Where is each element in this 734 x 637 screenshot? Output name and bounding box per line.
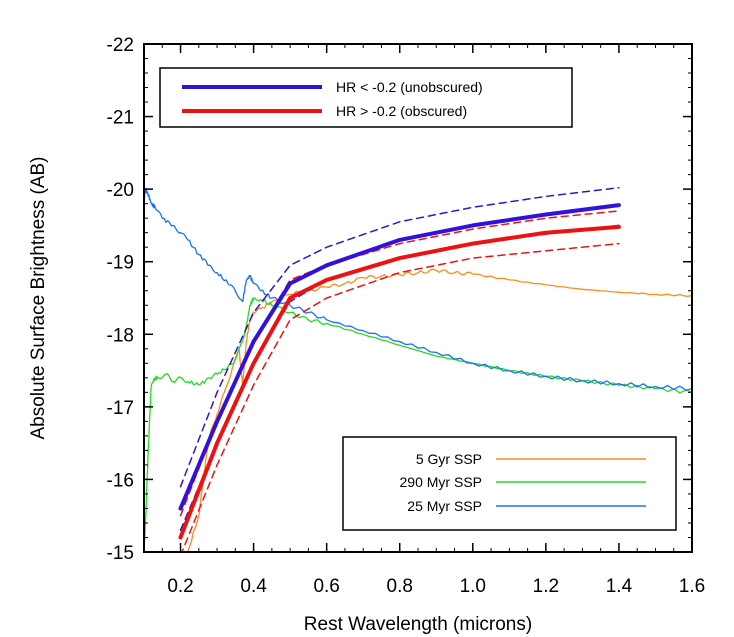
y-tick-label-4: -19 — [107, 253, 134, 274]
y-tick-label-2: -17 — [107, 398, 134, 419]
x-tick-label-7: 1.6 — [679, 576, 705, 597]
x-axis-title: Rest Wavelength (microns) — [304, 614, 532, 635]
legend-label-unobscured: HR < -0.2 (unobscured) — [336, 79, 483, 95]
series-line-2 — [179, 186, 620, 488]
series-line-1 — [178, 224, 621, 540]
series-line-5 — [181, 242, 620, 552]
series-layer — [144, 186, 692, 552]
x-tick-label-4: 1.0 — [460, 576, 486, 597]
x-tick-label-5: 1.2 — [533, 576, 559, 597]
legend-label-5gyr: 5 Gyr SSP — [416, 451, 482, 467]
x-tick-label-2: 0.6 — [313, 576, 339, 597]
x-tick-label-6: 1.4 — [606, 576, 633, 597]
legend-top-left-box — [159, 67, 573, 128]
series-line-8 — [144, 187, 692, 391]
legend-bottom-right: 5 Gyr SSP 290 Myr SSP 25 Myr SSP — [342, 436, 677, 531]
ticks-layer — [143, 43, 693, 553]
series-line-0 — [178, 203, 621, 511]
y-tick-label-1: -16 — [107, 470, 134, 491]
x-tick-label-0: 0.2 — [167, 576, 193, 597]
y-tick-label-7: -22 — [107, 35, 134, 56]
legend-top-left: HR < -0.2 (unobscured) HR > -0.2 (obscur… — [159, 67, 573, 128]
y-tick-label-6: -21 — [107, 108, 134, 129]
legend-label-290myr: 290 Myr SSP — [400, 474, 482, 490]
y-tick-label-3: -18 — [107, 325, 134, 346]
legend-bottom-right-box — [342, 436, 677, 531]
y-axis-title: Absolute Surface Brightness (AB) — [28, 156, 49, 439]
x-tick-label-1: 0.4 — [240, 576, 267, 597]
legend-label-obscured: HR > -0.2 (obscured) — [336, 103, 467, 119]
tick-labels-layer: 0.2 0.4 0.6 0.8 1.0 1.2 1.4 1.6 -15 -16 -17 -18 -19 -… — [107, 35, 706, 597]
legend-label-25myr: 25 Myr SSP — [407, 498, 482, 514]
x-tick-label-3: 0.8 — [387, 576, 413, 597]
y-tick-label-5: -20 — [107, 180, 134, 201]
y-tick-label-0: -15 — [107, 543, 134, 564]
